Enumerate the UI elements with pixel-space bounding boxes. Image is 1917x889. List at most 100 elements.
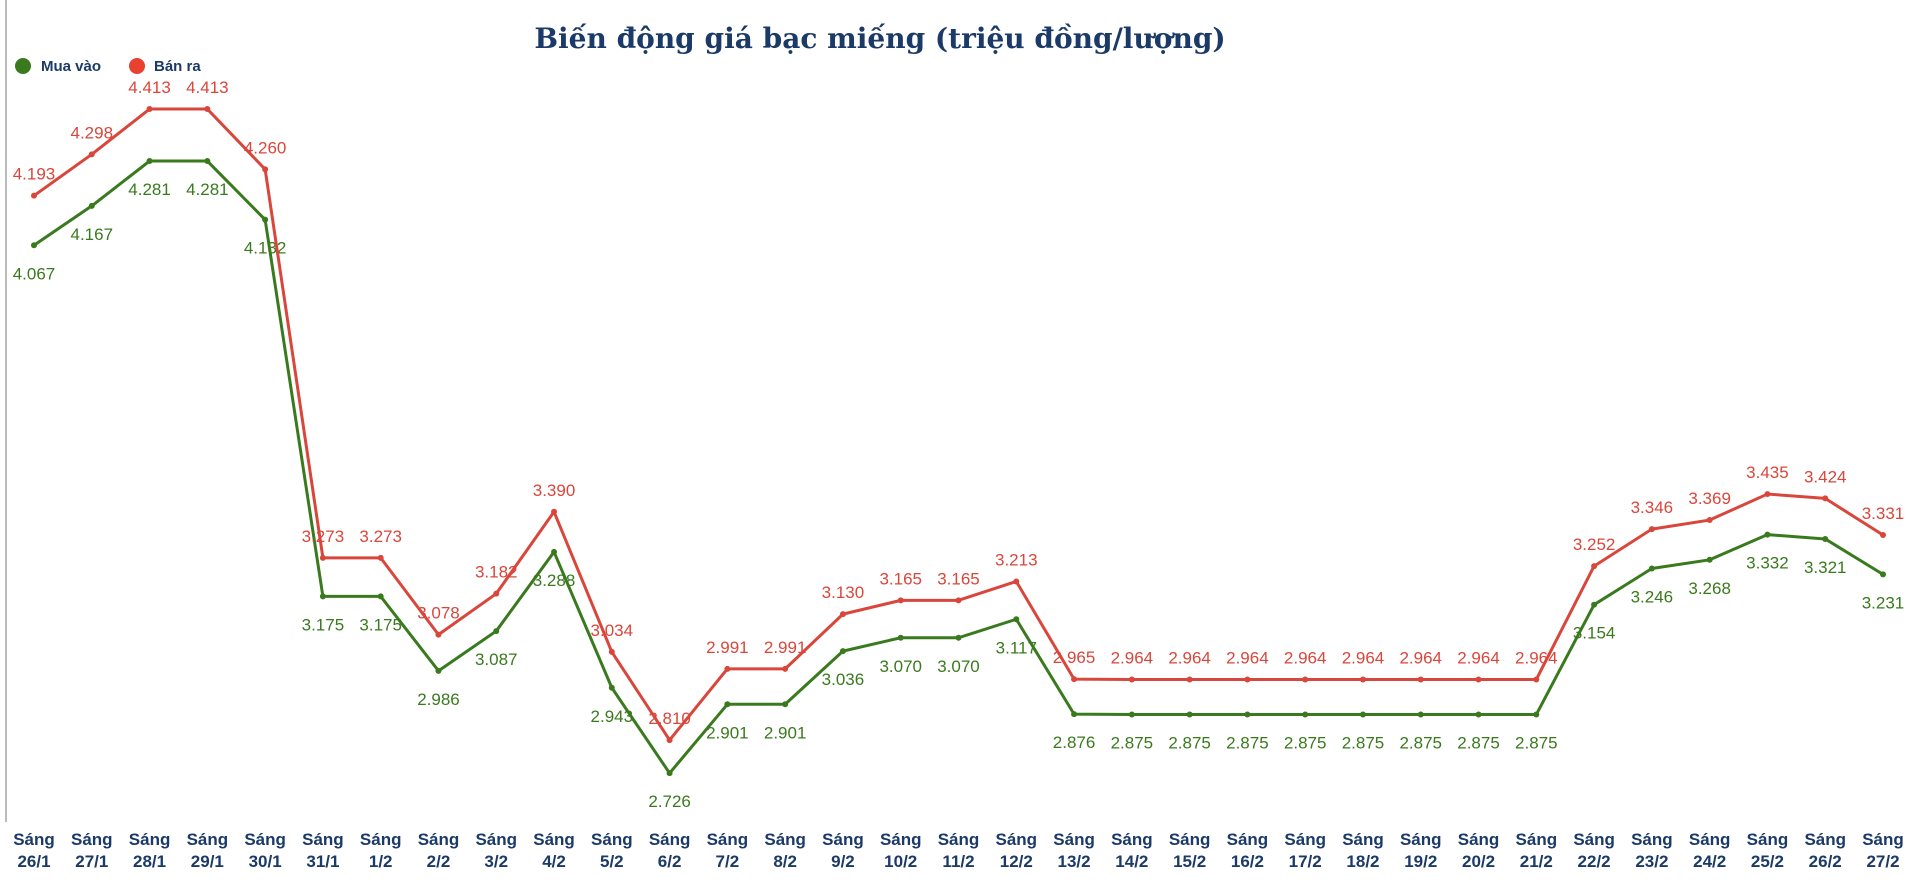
data-label: 3.252 (1573, 535, 1616, 554)
data-point (377, 593, 384, 600)
data-label: 2.875 (1342, 734, 1385, 753)
data-point (1244, 676, 1251, 683)
x-tick-label: Sáng 3/2 (475, 830, 517, 871)
data-label: 4.281 (128, 180, 171, 199)
data-point (782, 665, 789, 672)
series-line-1 (33, 107, 1884, 742)
data-point (1475, 711, 1482, 718)
data-label: 3.246 (1631, 587, 1674, 606)
data-point (1071, 676, 1078, 683)
data-label: 3.346 (1631, 498, 1674, 517)
data-label: 3.117 (996, 638, 1037, 657)
x-tick-label: Sáng 24/2 (1689, 830, 1731, 871)
data-point (1648, 565, 1655, 572)
data-label: 2.875 (1226, 734, 1269, 753)
data-point (319, 554, 326, 561)
data-label: 2.964 (1342, 648, 1385, 667)
x-tick-label: Sáng 28/1 (129, 830, 171, 871)
x-tick-label: Sáng 22/2 (1573, 830, 1615, 871)
data-label: 4.281 (186, 180, 229, 199)
data-label: 3.231 (1862, 593, 1905, 612)
legend: Mua vào Bán ra (15, 58, 201, 75)
data-label: 3.087 (475, 650, 518, 669)
x-tick-label: Sáng 27/1 (71, 830, 113, 871)
x-tick-label: Sáng 12/2 (996, 830, 1038, 871)
data-label: 2.875 (1515, 734, 1558, 753)
x-tick-label: Sáng 17/2 (1284, 830, 1326, 871)
data-point (1706, 517, 1713, 524)
data-label: 2.875 (1284, 734, 1327, 753)
legend-marker-mua-vao (15, 58, 31, 74)
data-point (262, 166, 269, 173)
data-label: 2.726 (648, 792, 691, 811)
data-point (551, 548, 558, 555)
data-point (1880, 532, 1886, 539)
data-label: 3.288 (533, 571, 576, 590)
data-label: 4.260 (244, 138, 287, 157)
x-tick-label: Sáng 11/2 (938, 830, 980, 871)
data-point (493, 590, 500, 597)
data-point (724, 701, 731, 708)
data-point (839, 611, 846, 618)
data-point (435, 667, 442, 674)
data-point (493, 628, 500, 635)
data-label: 3.175 (302, 615, 345, 634)
data-point (1764, 531, 1771, 538)
data-label: 2.964 (1515, 648, 1558, 667)
data-point (1186, 711, 1193, 718)
data-point (1013, 578, 1020, 585)
data-point (1359, 711, 1366, 718)
x-tick-label: Sáng 27/2 (1862, 830, 1904, 871)
x-tick-label: Sáng 18/2 (1342, 830, 1384, 871)
x-tick-label: Sáng 14/2 (1111, 830, 1153, 871)
data-label: 2.875 (1168, 734, 1211, 753)
data-point (666, 770, 673, 777)
data-point (1302, 676, 1309, 683)
x-tick-label: Sáng 5/2 (591, 830, 633, 871)
x-tick-label: Sáng 13/2 (1053, 830, 1095, 871)
data-point (1880, 571, 1886, 578)
data-point (146, 158, 153, 165)
data-label: 3.130 (822, 583, 865, 602)
data-point (1302, 711, 1309, 718)
data-point (1475, 676, 1482, 683)
data-point (262, 216, 269, 223)
x-tick-label: Sáng 26/2 (1804, 830, 1846, 871)
x-tick-label: Sáng 6/2 (649, 830, 691, 871)
data-point (839, 648, 846, 655)
data-label: 2.943 (591, 707, 634, 726)
data-point (1186, 676, 1193, 683)
x-tick-label: Sáng 30/1 (244, 830, 286, 871)
data-label: 2.991 (764, 638, 807, 657)
data-label: 4.298 (71, 123, 114, 142)
chart-title: Biến động giá bạc miếng (triệu đồng/lượn… (534, 22, 1225, 55)
series-line-0 (33, 159, 1884, 775)
data-label: 3.070 (879, 657, 922, 676)
data-point (782, 701, 789, 708)
data-label: 2.901 (706, 723, 749, 742)
x-tick-label: Sáng 26/1 (13, 830, 55, 871)
data-label: 2.964 (1111, 648, 1154, 667)
data-label: 2.901 (764, 723, 807, 742)
data-point (435, 631, 442, 638)
data-label: 3.213 (995, 550, 1038, 569)
data-point (1013, 616, 1020, 623)
data-label: 4.132 (244, 239, 287, 258)
x-tick-label: Sáng 15/2 (1169, 830, 1211, 871)
x-tick-label: Sáng 10/2 (880, 830, 922, 871)
data-point (1591, 563, 1598, 570)
data-label: 4.167 (71, 225, 114, 244)
x-tick-label: Sáng 1/2 (360, 830, 402, 871)
data-label: 3.390 (533, 481, 576, 500)
data-point (1533, 711, 1540, 718)
data-label: 3.175 (359, 615, 402, 634)
x-tick-label: Sáng 4/2 (533, 830, 575, 871)
data-label: 2.986 (417, 690, 460, 709)
data-label: 3.369 (1688, 489, 1731, 508)
data-label: 2.875 (1457, 734, 1500, 753)
data-label: 2.964 (1226, 648, 1269, 667)
data-label: 3.331 (1862, 504, 1905, 523)
data-label: 4.067 (13, 264, 56, 283)
